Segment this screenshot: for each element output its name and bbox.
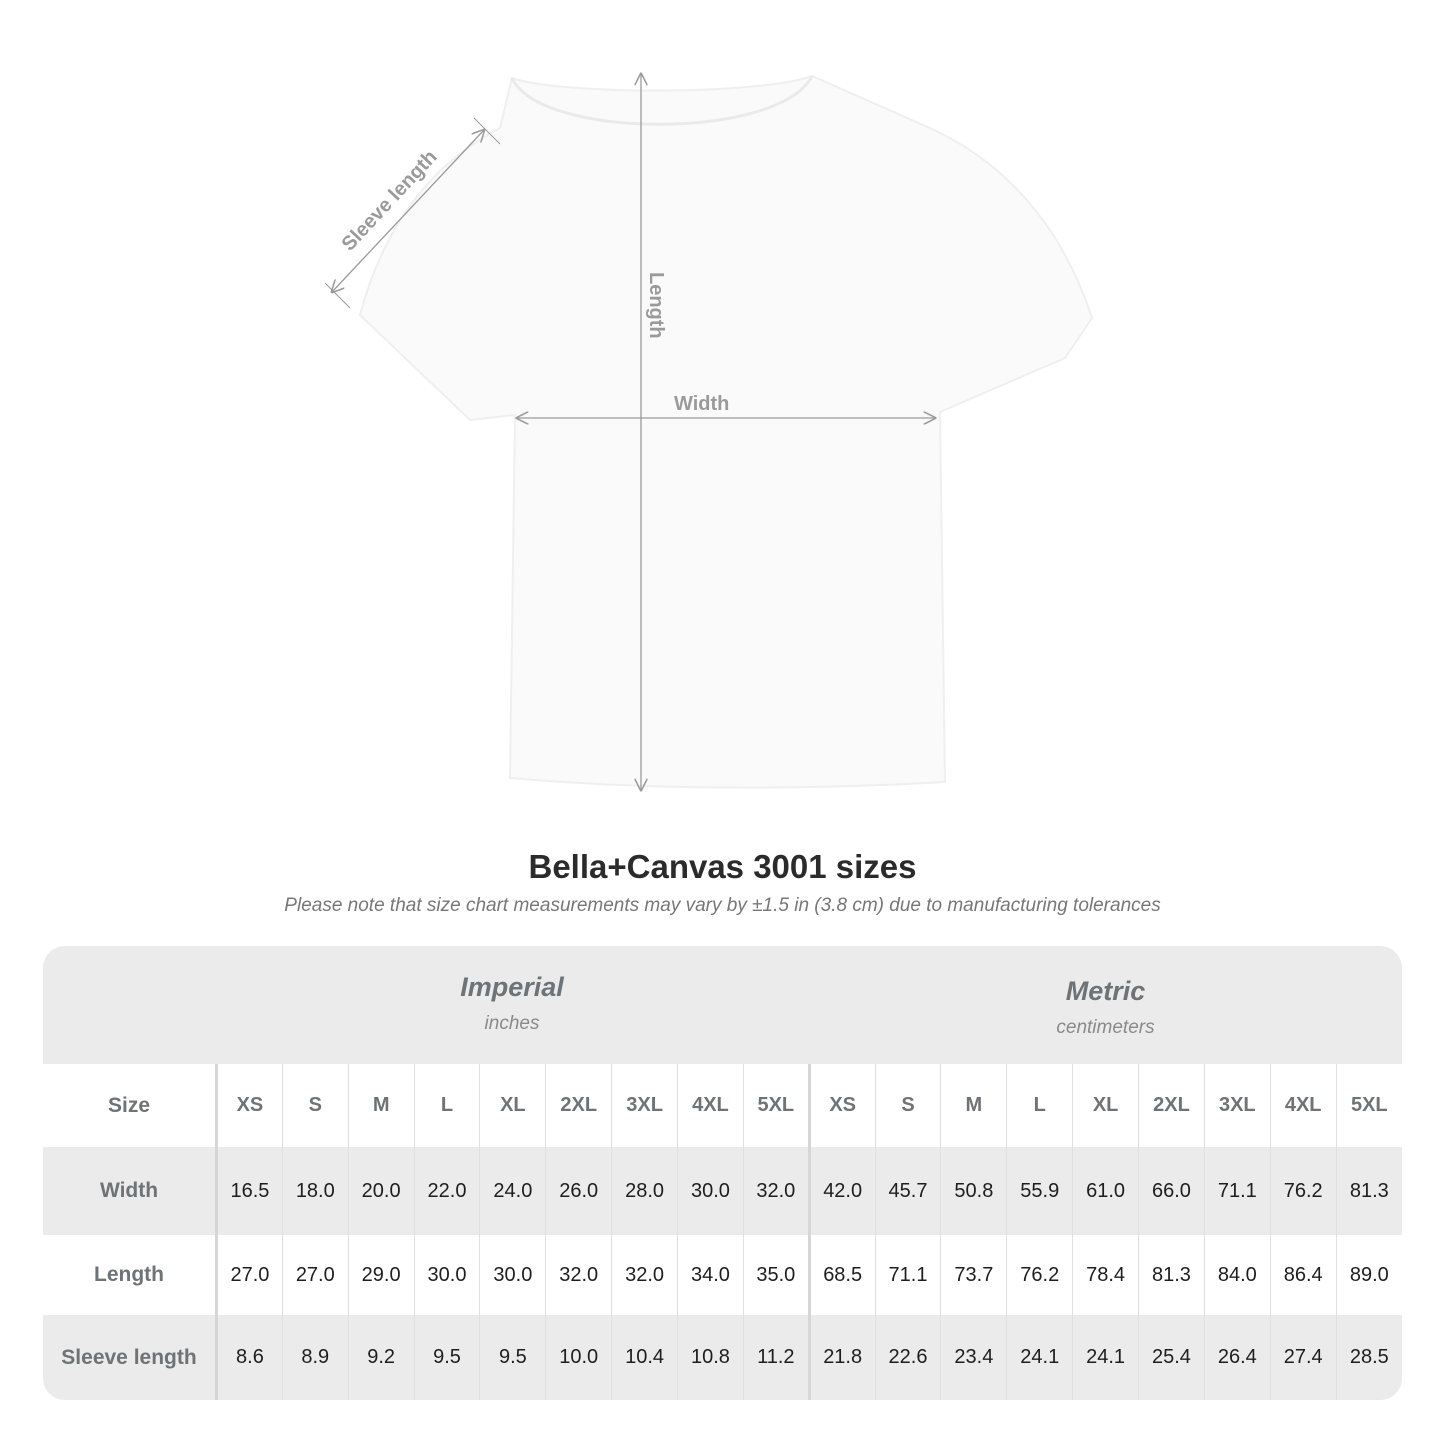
size-table: Size XS S M L XL 2XL 3XL 4XL 5XL XS S M L XL 2XL 3XL 4XL 5… xyxy=(43,1064,1402,1400)
metric-value-cell: 73.7 xyxy=(940,1235,1007,1315)
metric-value-cell: 45.7 xyxy=(874,1147,941,1235)
imperial-value-cell: 34.0 xyxy=(677,1235,744,1315)
imperial-size-header: M xyxy=(347,1064,415,1147)
tshirt-diagram: Sleeve length Length Width xyxy=(324,0,1094,820)
metric-size-header: S xyxy=(874,1064,941,1147)
imperial-size-header: XL xyxy=(479,1064,546,1147)
metric-value-cell: 23.4 xyxy=(940,1315,1007,1400)
metric-value-cell: 22.6 xyxy=(874,1315,941,1400)
metric-value-cell: 71.1 xyxy=(874,1235,941,1315)
metric-value-cell: 78.4 xyxy=(1072,1235,1139,1315)
imperial-value-cell: 11.2 xyxy=(742,1315,810,1400)
collar xyxy=(510,75,814,126)
imperial-size-header: 5XL xyxy=(742,1064,810,1147)
imperial-value-cell: 32.0 xyxy=(611,1235,678,1315)
imperial-title: Imperial xyxy=(460,972,564,1002)
imperial-size-header: XS xyxy=(216,1064,283,1147)
metric-value-cell: 66.0 xyxy=(1138,1147,1205,1235)
metric-value-cell: 24.1 xyxy=(1006,1315,1073,1400)
imperial-value-cell: 10.0 xyxy=(545,1315,612,1400)
metric-value-cell: 71.1 xyxy=(1203,1147,1271,1235)
metric-value-cell: 21.8 xyxy=(807,1315,876,1400)
metric-size-header: L xyxy=(1006,1064,1073,1147)
imperial-value-cell: 32.0 xyxy=(545,1235,612,1315)
metric-size-header: 5XL xyxy=(1335,1064,1402,1147)
metric-size-header: XL xyxy=(1072,1064,1139,1147)
metric-value-cell: 42.0 xyxy=(807,1147,876,1235)
metric-header: Metric centimeters xyxy=(809,950,1402,1068)
imperial-value-cell: 20.0 xyxy=(347,1147,415,1235)
metric-size-header: 2XL xyxy=(1138,1064,1205,1147)
imperial-value-cell: 9.2 xyxy=(347,1315,415,1400)
table-row: Width 16.5 18.0 20.0 22.0 24.0 26.0 28.0 30.0 32.… xyxy=(43,1147,1402,1235)
metric-value-cell: 81.3 xyxy=(1138,1235,1205,1315)
sleeve-length-arrow xyxy=(332,130,484,292)
row-label: Length xyxy=(43,1235,218,1315)
imperial-value-cell: 10.8 xyxy=(677,1315,744,1400)
metric-value-cell: 68.5 xyxy=(807,1235,876,1315)
metric-size-header: XS xyxy=(807,1064,876,1147)
metric-value-cell: 28.5 xyxy=(1335,1315,1402,1400)
imperial-value-cell: 30.0 xyxy=(413,1235,480,1315)
metric-value-cell: 25.4 xyxy=(1138,1315,1205,1400)
metric-value-cell: 76.2 xyxy=(1269,1147,1337,1235)
imperial-size-header: L xyxy=(413,1064,480,1147)
metric-value-cell: 86.4 xyxy=(1269,1235,1337,1315)
imperial-value-cell: 32.0 xyxy=(742,1147,810,1235)
table-row: Sleeve length 8.6 8.9 9.2 9.5 9.5 10.0 10.4 10.8… xyxy=(43,1315,1402,1400)
tolerance-note: Please note that size chart measurements… xyxy=(284,895,1161,916)
row-label: Width xyxy=(43,1147,218,1235)
imperial-value-cell: 26.0 xyxy=(545,1147,612,1235)
metric-value-cell: 61.0 xyxy=(1072,1147,1139,1235)
table-row: Length 27.0 27.0 29.0 30.0 30.0 32.0 32.0 34.0 35… xyxy=(43,1235,1402,1315)
tshirt-shape xyxy=(358,74,1094,789)
width-label: Width xyxy=(674,393,729,415)
imperial-unit: inches xyxy=(484,1013,540,1034)
metric-size-header: 4XL xyxy=(1269,1064,1337,1147)
imperial-size-header: S xyxy=(281,1064,349,1147)
imperial-value-cell: 29.0 xyxy=(347,1235,415,1315)
imperial-value-cell: 27.0 xyxy=(216,1235,283,1315)
imperial-value-cell: 9.5 xyxy=(479,1315,546,1400)
imperial-value-cell: 30.0 xyxy=(479,1235,546,1315)
imperial-header: Imperial inches xyxy=(215,946,809,1064)
imperial-value-cell: 27.0 xyxy=(281,1235,349,1315)
metric-value-cell: 24.1 xyxy=(1072,1315,1139,1400)
size-chart-table: Imperial inches Metric centimeters Size X… xyxy=(43,946,1402,1400)
metric-value-cell: 55.9 xyxy=(1006,1147,1073,1235)
sleeve-tick xyxy=(473,117,501,145)
imperial-value-cell: 24.0 xyxy=(479,1147,546,1235)
sleeve-tick xyxy=(324,282,351,309)
metric-value-cell: 84.0 xyxy=(1203,1235,1271,1315)
imperial-size-header: 4XL xyxy=(677,1064,744,1147)
imperial-value-cell: 28.0 xyxy=(611,1147,678,1235)
metric-unit: centimeters xyxy=(1056,1017,1155,1038)
metric-value-cell: 81.3 xyxy=(1335,1147,1402,1235)
metric-value-cell: 50.8 xyxy=(940,1147,1007,1235)
metric-size-header: M xyxy=(940,1064,1007,1147)
imperial-value-cell: 10.4 xyxy=(611,1315,678,1400)
page-title: Bella+Canvas 3001 sizes xyxy=(528,848,917,885)
imperial-value-cell: 30.0 xyxy=(677,1147,744,1235)
metric-value-cell: 89.0 xyxy=(1335,1235,1402,1315)
metric-title: Metric xyxy=(1065,976,1146,1006)
table-header-row: Size XS S M L XL 2XL 3XL 4XL 5XL XS S M L XL 2XL 3XL 4XL 5… xyxy=(43,1064,1402,1147)
row-label: Sleeve length xyxy=(43,1315,218,1400)
imperial-value-cell: 18.0 xyxy=(281,1147,349,1235)
imperial-value-cell: 35.0 xyxy=(742,1235,810,1315)
imperial-value-cell: 16.5 xyxy=(216,1147,283,1235)
metric-value-cell: 76.2 xyxy=(1006,1235,1073,1315)
metric-size-header: 3XL xyxy=(1203,1064,1271,1147)
imperial-value-cell: 8.9 xyxy=(281,1315,349,1400)
imperial-value-cell: 22.0 xyxy=(413,1147,480,1235)
size-label: Size xyxy=(43,1064,218,1147)
imperial-value-cell: 9.5 xyxy=(413,1315,480,1400)
length-label: Length xyxy=(645,272,667,339)
imperial-size-header: 3XL xyxy=(611,1064,678,1147)
metric-value-cell: 26.4 xyxy=(1203,1315,1271,1400)
metric-value-cell: 27.4 xyxy=(1269,1315,1337,1400)
imperial-size-header: 2XL xyxy=(545,1064,612,1147)
imperial-value-cell: 8.6 xyxy=(216,1315,283,1400)
